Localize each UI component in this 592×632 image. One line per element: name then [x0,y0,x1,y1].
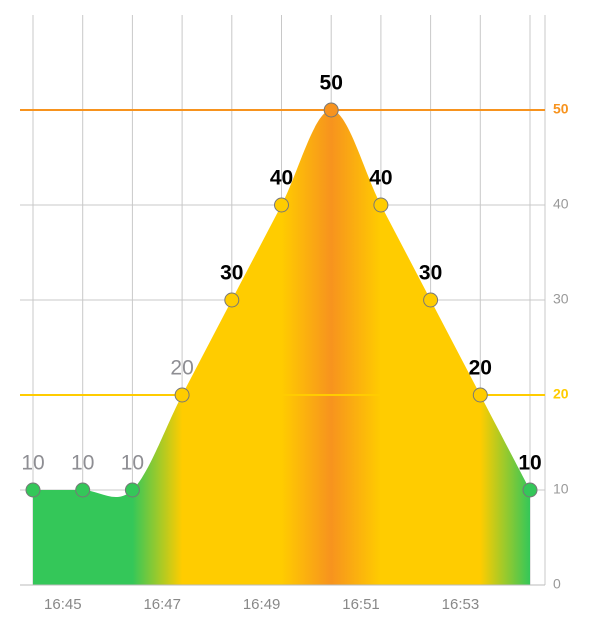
point [75,482,91,498]
value-label: 20 [469,357,492,380]
y-tick-label: 30 [553,291,569,307]
x-tick-label: 16:45 [44,596,82,613]
value-label: 10 [121,452,144,475]
point [274,197,289,213]
point [323,102,339,118]
area [33,110,530,585]
point [472,387,488,403]
point [174,387,190,403]
value-label: 10 [71,452,94,475]
point [224,292,240,308]
y-tick-label: 10 [553,481,569,497]
value-label: 20 [170,357,193,380]
x-tick-label: 16:47 [143,596,181,613]
x-tick-label: 16:53 [442,596,480,613]
point [124,482,140,498]
value-label: 50 [320,72,343,95]
value-label: 10 [518,452,541,475]
y-tick-label: 40 [553,196,569,212]
value-label: 10 [21,452,44,475]
point [373,197,389,213]
value-label: 30 [419,262,442,285]
limit-label: 20 [553,386,569,402]
point [423,292,439,308]
limit-label: 50 [553,101,569,117]
value-label: 40 [270,167,293,190]
x-tick-label: 16:49 [243,596,281,613]
value-label: 30 [220,262,243,285]
value-label: 40 [369,167,392,190]
y-tick-label: 0 [553,576,561,592]
point [522,482,538,498]
x-tick-label: 16:51 [342,596,380,613]
point [25,482,41,498]
